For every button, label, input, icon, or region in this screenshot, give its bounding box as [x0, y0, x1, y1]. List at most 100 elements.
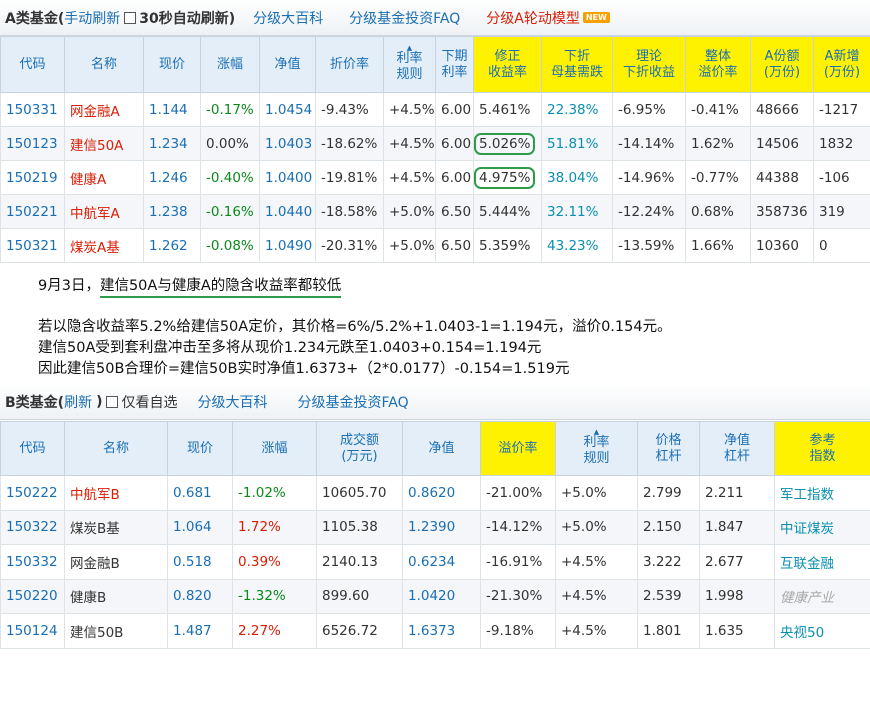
b-cell[interactable]: 150124	[0, 613, 65, 649]
a-cell[interactable]: 网金融A	[64, 92, 144, 127]
b-cell[interactable]: 中航军B	[64, 475, 168, 511]
a-table-col-header[interactable]: 理论 下折收益	[612, 36, 686, 93]
a-table-col-header[interactable]: 整体 溢价率	[685, 36, 751, 93]
b-faq-link[interactable]: 分级基金投资FAQ	[297, 394, 409, 411]
a-table-header: 代码 名称 现价 涨幅 净值 折价率 ▲ 利率 规则 下期 利率 修正 收益率 下折 母基需跌 理论 下折收益整…	[0, 36, 870, 93]
a-table-row[interactable]: 150219 健康A 1.246 -0.40% 1.0400 -19.81% +4.5% 6.…	[0, 160, 870, 195]
a-table-row[interactable]: 150331 网金融A 1.144 -0.17% 1.0454 -9.43% +4.5% 6.…	[0, 92, 870, 127]
b-table-row[interactable]: 150222 中航军B 0.681 -1.02% 10605.70 0.8620 -21.0…	[0, 475, 870, 511]
a-cell[interactable]: 建信50A	[64, 126, 144, 161]
reference-index-link[interactable]: 互联金融	[774, 544, 870, 580]
reference-index-link[interactable]: 健康产业	[774, 578, 870, 614]
b-cell: 1105.38	[316, 509, 403, 545]
a-cell: 5.359%	[473, 228, 542, 263]
a-cell: 319	[813, 194, 870, 229]
b-cell: +4.5%	[555, 544, 638, 580]
a-cell[interactable]: 150123	[0, 126, 65, 161]
a-table-col-header[interactable]: ▲ 利率 规则	[383, 36, 436, 93]
a-table-col-header[interactable]: 下期 利率	[435, 36, 474, 93]
b-cell[interactable]: 煤炭B基	[64, 509, 168, 545]
rotation-model-link[interactable]: 分级A轮动模型	[486, 10, 580, 27]
b-cell: -1.02%	[232, 475, 317, 511]
a-table-col-header[interactable]: 名称	[64, 36, 144, 93]
b-table-col-header[interactable]: 净值 杠杆	[699, 421, 775, 476]
b-cell[interactable]: 网金融B	[64, 544, 168, 580]
a-section-title: A类基金(	[5, 10, 65, 27]
a-table-col-header[interactable]: 修正 收益率	[473, 36, 542, 93]
a-cell: 1.0400	[259, 160, 316, 195]
a-cell: -14.96%	[612, 160, 686, 195]
auto-refresh-checkbox[interactable]	[124, 11, 137, 24]
a-cell: 5.444%	[473, 194, 542, 229]
new-badge: NEW	[582, 12, 610, 23]
b-table-col-header[interactable]: 涨幅	[232, 421, 317, 476]
b-table-col-header[interactable]: 净值	[402, 421, 481, 476]
a-table-col-header[interactable]: 代码	[0, 36, 65, 93]
a-cell: +5.0%	[383, 228, 436, 263]
a-cell[interactable]: 150331	[0, 92, 65, 127]
b-cell[interactable]: 150322	[0, 509, 65, 545]
b-table-row[interactable]: 150124 建信50B 1.487 2.27% 6526.72 1.6373 -9.18%…	[0, 613, 870, 649]
b-cell: 1.635	[699, 613, 775, 649]
b-table-col-header[interactable]: 现价	[167, 421, 233, 476]
a-table-col-header[interactable]: 涨幅	[200, 36, 260, 93]
b-table-col-header[interactable]: 代码	[0, 421, 65, 476]
a-table-col-header[interactable]: 现价	[143, 36, 201, 93]
a-table-col-header[interactable]: A新增 (万份)	[813, 36, 870, 93]
a-table-col-header[interactable]: A份额 (万份)	[750, 36, 814, 93]
a-table-row[interactable]: 150321 煤炭A基 1.262 -0.08% 1.0490 -20.31% +5.0% 6…	[0, 228, 870, 263]
b-table-row[interactable]: 150332 网金融B 0.518 0.39% 2140.13 0.6234 -16.91%…	[0, 544, 870, 580]
a-cell: -19.81%	[315, 160, 384, 195]
reference-index-link[interactable]: 中证煤炭	[774, 509, 870, 545]
b-cell: 0.39%	[232, 544, 317, 580]
b-cell[interactable]: 建信50B	[64, 613, 168, 649]
b-table-col-header[interactable]: 成交额 (万元)	[316, 421, 403, 476]
b-cell[interactable]: 150222	[0, 475, 65, 511]
encyclopedia-link[interactable]: 分级大百科	[253, 10, 324, 27]
b-cell: 10605.70	[316, 475, 403, 511]
note-headline: 建信50A与健康A的隐含收益率都较低	[99, 278, 342, 298]
b-encyclopedia-link[interactable]: 分级大百科	[197, 394, 268, 411]
a-table-row[interactable]: 150123 建信50A 1.234 0.00% 1.0403 -18.62% +4.5% 6…	[0, 126, 870, 161]
a-cell[interactable]: 150221	[0, 194, 65, 229]
a-cell[interactable]: 健康A	[64, 160, 144, 195]
b-table-col-header[interactable]: 名称	[64, 421, 168, 476]
a-table-col-header[interactable]: 折价率	[315, 36, 384, 93]
b-table-row[interactable]: 150220 健康B 0.820 -1.32% 899.60 1.0420 -21.30% +…	[0, 578, 870, 614]
a-cell[interactable]: 中航军A	[64, 194, 144, 229]
b-table-col-header[interactable]: 溢价率	[480, 421, 556, 476]
b-cell[interactable]: 150220	[0, 578, 65, 614]
watchlist-label: 仅看自选	[121, 394, 178, 411]
manual-refresh-link[interactable]: 手动刷新	[64, 10, 121, 27]
b-cell: 0.8620	[402, 475, 481, 511]
b-section-title: B类基金(	[5, 394, 65, 411]
a-cell: -0.41%	[685, 92, 751, 127]
a-cell: 1.238	[143, 194, 201, 229]
note-line-3: 建信50A受到套利盘冲击至多将从现价1.234元跌至1.0403+0.154=1…	[38, 340, 542, 356]
a-cell: 43.23%	[541, 228, 613, 263]
a-table-row[interactable]: 150221 中航军A 1.238 -0.16% 1.0440 -18.58% +5.0% 6…	[0, 194, 870, 229]
b-table-col-header[interactable]: 参考 指数	[774, 421, 870, 476]
a-cell[interactable]: 150219	[0, 160, 65, 195]
b-table-row[interactable]: 150322 煤炭B基 1.064 1.72% 1105.38 1.2390 -14.12%…	[0, 509, 870, 545]
a-cell[interactable]: 150321	[0, 228, 65, 263]
watchlist-checkbox[interactable]	[106, 395, 119, 408]
auto-refresh-label: 30秒自动刷新)	[139, 10, 236, 27]
reference-index-link[interactable]: 军工指数	[774, 475, 870, 511]
a-cell: +4.5%	[383, 126, 436, 161]
a-cell: 0	[813, 228, 870, 263]
reference-index-link[interactable]: 央视50	[774, 613, 870, 649]
a-cell[interactable]: 煤炭A基	[64, 228, 144, 263]
b-table-col-header[interactable]: ▲ 利率 规则	[555, 421, 638, 476]
note-line-4: 因此建信50B合理价=建信50B实时净值1.6373+（2*0.0177）-0.…	[38, 361, 570, 377]
faq-link[interactable]: 分级基金投资FAQ	[349, 10, 461, 27]
b-table-col-header[interactable]: 价格 杠杆	[637, 421, 700, 476]
b-cell: +5.0%	[555, 475, 638, 511]
b-cell[interactable]: 健康B	[64, 578, 168, 614]
b-cell: +4.5%	[555, 613, 638, 649]
a-table-col-header[interactable]: 净值	[259, 36, 316, 93]
a-table-col-header[interactable]: 下折 母基需跌	[541, 36, 613, 93]
b-refresh-link[interactable]: 刷新	[64, 394, 93, 411]
b-cell[interactable]: 150332	[0, 544, 65, 580]
a-cell: 6.50	[435, 228, 474, 263]
